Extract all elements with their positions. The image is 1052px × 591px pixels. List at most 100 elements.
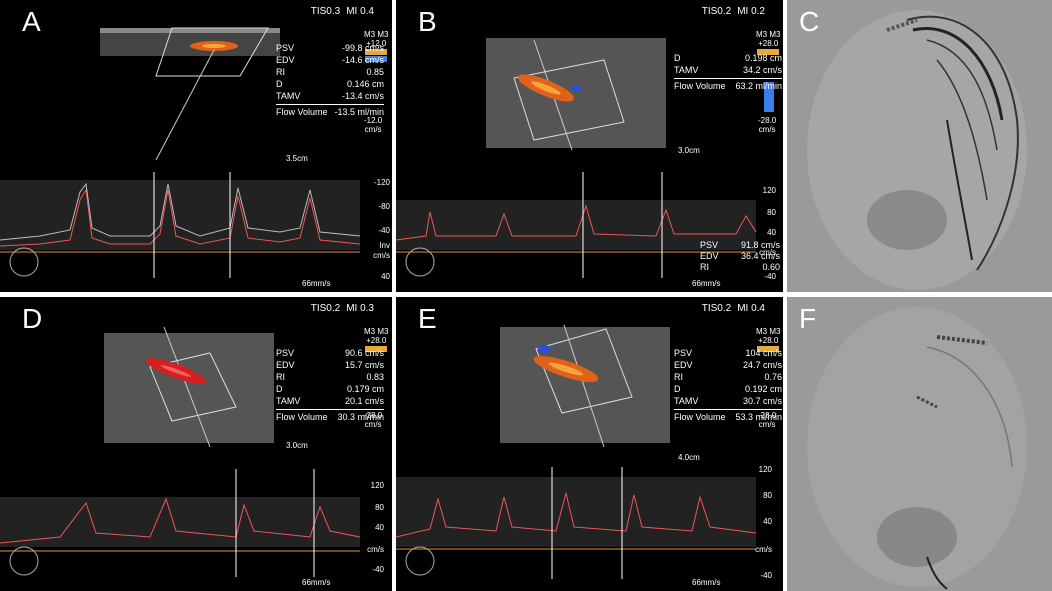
axis-tick: Inv: [379, 241, 390, 250]
meas-label: EDV: [276, 55, 295, 65]
meas-label: EDV: [276, 360, 295, 370]
panel-b: B TIS0.2 MI 0.2 M3 M3 +28.0 D 0.198 cm TAM…: [396, 0, 783, 292]
sweep-speed: 66mm/s: [302, 578, 331, 587]
scale-bottom: -28.0: [758, 116, 777, 125]
meas-value: 90.6 cm/s: [344, 348, 384, 358]
panel-letter: B: [418, 6, 437, 37]
axis-tick: -40: [760, 571, 772, 580]
axis-tick: cm/s: [373, 251, 390, 260]
tis-value: TIS0.3: [310, 6, 341, 17]
meas-label: PSV: [276, 43, 295, 53]
scale-bottom-group: -28.0 cm/s: [364, 411, 382, 429]
scale-top: +28.0: [758, 336, 779, 345]
scale-unit: cm/s: [364, 420, 382, 429]
flow-value: -13.5 ml/min: [334, 107, 384, 117]
velocity-axis: 120 80 40 cm/s -40: [742, 297, 772, 591]
depth-label: 3.0cm: [286, 441, 308, 450]
panel-e-graphics: [396, 324, 757, 579]
flow-label: Flow Volume: [674, 81, 726, 91]
scale-bottom-group: -28.0 cm/s: [758, 411, 776, 429]
scale-m: M3 M3: [364, 327, 389, 336]
meas-value: 0.192 cm: [744, 384, 782, 394]
measurements: D 0.198 cm TAMV 34.2 cm/s Flow Volume 63.2 …: [674, 52, 782, 92]
scale-m: M3 M3: [756, 327, 781, 336]
meas-row: D 0.198 cm: [674, 52, 782, 64]
meas-value: 0.85: [366, 67, 384, 77]
panel-letter: F: [799, 303, 817, 334]
tis-value: TIS0.2: [701, 303, 732, 314]
axis-tick: 80: [375, 503, 384, 512]
meas-label: EDV: [674, 360, 693, 370]
mi-value: MI 0.2: [737, 6, 765, 17]
axis-tick: -40: [378, 226, 390, 235]
scale-unit: cm/s: [758, 125, 776, 134]
flow-label: Flow Volume: [674, 412, 726, 422]
meas-row: PSV -99.8 cm/s: [276, 42, 384, 54]
meas-row: D 0.192 cm: [674, 383, 782, 395]
meas-value: 104 cm/s: [745, 348, 782, 358]
meas-row: TAMV -13.4 cm/s: [276, 90, 384, 102]
scale-m: M3 M3: [364, 30, 389, 39]
axis-tick: 120: [758, 465, 772, 474]
meas-row: D 0.146 cm: [276, 78, 384, 90]
meas-value: 24.7 cm/s: [742, 360, 782, 370]
meas-value: 30.7 cm/s: [742, 396, 782, 406]
panel-d: D TIS0.2 MI 0.3 M3 M3 +28.0 PSV 90.6 cm/s …: [0, 297, 392, 591]
flow-label: Flow Volume: [276, 107, 328, 117]
velocity-axis: 120 80 40 cm/s -40: [746, 0, 776, 292]
panel-letter: A: [22, 6, 41, 37]
depth-label: 4.0cm: [678, 453, 700, 462]
meas-row: RI 0.76: [674, 371, 782, 383]
meas-row: RI 0.83: [276, 371, 384, 383]
meas-label: PSV: [700, 240, 719, 250]
scale-unit: cm/s: [364, 125, 382, 134]
meas-row: TAMV 34.2 cm/s: [674, 64, 782, 76]
meas-label: TAMV: [674, 396, 699, 406]
meas-value: 0.179 cm: [346, 384, 384, 394]
color-scale: M3 M3 +28.0: [364, 327, 388, 353]
flow-volume: Flow Volume 30.3 ml/min: [276, 409, 384, 423]
axis-tick: -40: [372, 565, 384, 574]
scale-bar: [365, 49, 388, 55]
meas-value: 0.198 cm: [744, 53, 782, 63]
meas-row: RI 0.60: [700, 262, 780, 273]
meas-label: RI: [674, 372, 683, 382]
meas-value: 20.1 cm/s: [344, 396, 384, 406]
spectral-measurements: PSV 91.8 cm/s EDV 36.4 cm/s RI 0.60: [700, 240, 780, 273]
flow-value: 53.3 ml/min: [735, 412, 782, 422]
scale-bottom-group: -28.0 cm/s: [758, 116, 776, 134]
axis-tick: 40: [381, 272, 390, 281]
axis-tick: -80: [378, 202, 390, 211]
meas-value: 36.4 cm/s: [740, 251, 780, 261]
meas-row: EDV 15.7 cm/s: [276, 359, 384, 371]
panel-letter: E: [418, 303, 437, 334]
axis-tick: 40: [767, 228, 776, 237]
meas-row: PSV 90.6 cm/s: [276, 347, 384, 359]
meas-value: -13.4 cm/s: [341, 91, 384, 101]
velocity-axis: 120 80 40 cm/s -40: [352, 297, 384, 591]
meas-label: D: [674, 384, 681, 394]
mi-value: MI 0.4: [346, 6, 374, 17]
sweep-speed: 66mm/s: [692, 578, 721, 587]
scale-top: +12.0: [366, 39, 387, 48]
meas-row: TAMV 20.1 cm/s: [276, 395, 384, 407]
meas-value: 91.8 cm/s: [740, 240, 780, 250]
meas-label: PSV: [674, 348, 693, 358]
axis-tick: cm/s: [367, 545, 384, 554]
scale-unit: cm/s: [758, 420, 776, 429]
axis-tick: -40: [764, 272, 776, 281]
tis-mi: TIS0.2 MI 0.2: [696, 6, 765, 17]
scale-bar-neg: [365, 56, 388, 62]
meas-label: D: [276, 79, 283, 89]
tis-mi: TIS0.2 MI 0.4: [696, 303, 765, 314]
meas-label: EDV: [700, 251, 719, 261]
axis-tick: 120: [370, 481, 384, 490]
color-scale: M3 M3 +12.0: [364, 30, 388, 63]
tis-mi: TIS0.3 MI 0.4: [305, 6, 374, 17]
color-scale: M3 M3 +28.0: [756, 30, 780, 56]
sweep-speed: 66mm/s: [302, 279, 331, 288]
tis-value: TIS0.2: [701, 6, 732, 17]
scale-bottom: -12.0: [364, 116, 383, 125]
mi-value: MI 0.4: [737, 303, 765, 314]
axis-tick: -120: [373, 178, 390, 187]
